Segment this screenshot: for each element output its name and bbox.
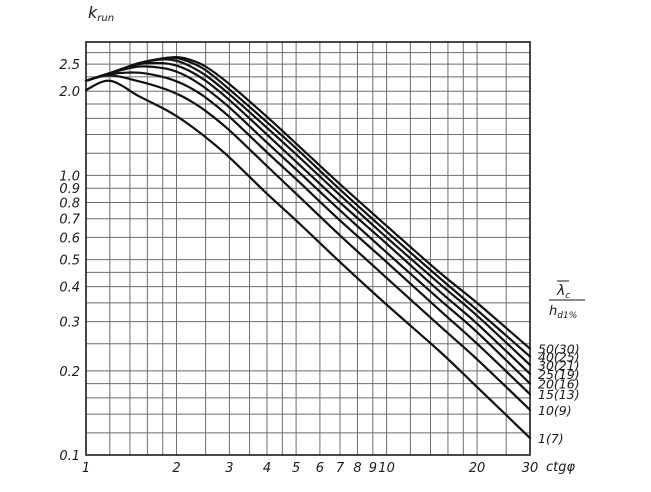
series-line: [84, 65, 532, 385]
x-tick-label: 8: [353, 461, 361, 476]
x-tick-label: 5: [292, 461, 300, 476]
series-label: 50(30): [538, 342, 580, 357]
y-tick-label: 0.1: [59, 449, 80, 464]
series-label: 20(16): [538, 377, 580, 392]
legend-title: λc hd1%: [549, 280, 585, 321]
x-tick-label: 2: [172, 461, 180, 476]
y-tick-label: 0.6: [59, 231, 80, 246]
x-axis-title: ctgφ: [546, 460, 575, 475]
series-label: 25(19): [538, 367, 580, 382]
series-line: [84, 61, 532, 376]
y-tick-label: 0.5: [59, 254, 80, 269]
y-tick-label: 0.9: [59, 182, 80, 197]
y-tick-label: 2.0: [59, 85, 80, 100]
y-tick-label: 0.7: [59, 213, 80, 228]
series-label: 40(25): [538, 350, 580, 365]
y-tick-label: 0.3: [59, 316, 80, 331]
curves: [84, 55, 532, 440]
series-label: 10(9): [538, 403, 572, 418]
y-tick-label: 0.8: [59, 196, 80, 211]
x-tick-label: 6: [316, 461, 324, 476]
y-tick-label: 2.5: [59, 58, 80, 73]
x-tick-label: 3: [225, 461, 233, 476]
series-label: 1(7): [538, 431, 564, 446]
y-tick-label: 0.2: [59, 365, 80, 380]
x-tick-label: 7: [336, 461, 345, 476]
x-tick-label: 30: [522, 461, 539, 476]
series-labels: 50(30)40(25)30(21)25(19)20(16)15(13)10(9…: [538, 342, 580, 446]
y-axis-title: krun: [88, 3, 114, 24]
x-tick-label: 20: [469, 461, 486, 476]
series-line: [84, 79, 532, 440]
y-tick-labels: 2.5 2.0 1.00.90.8 0.7 0.6 0.5 0.4 0.3 0.2 0.1: [59, 58, 80, 464]
x-tick-label: 1: [82, 461, 90, 476]
series-line: [84, 58, 532, 367]
x-tick-label: 9: [369, 461, 377, 476]
x-tick-label: 4: [263, 461, 271, 476]
legend-title-bottom: hd1%: [549, 304, 577, 321]
x-tick-labels: 1 2 3 4 5 6 7 8 9 10 20 30: [82, 461, 538, 476]
legend-title-top: λc: [556, 283, 570, 301]
y-tick-label: 1.0: [59, 169, 80, 184]
series-label: 30(21): [538, 358, 580, 373]
series-label: 15(13): [538, 387, 580, 402]
series-line: [84, 74, 532, 411]
series-line: [84, 71, 532, 396]
x-tick-label: 10: [378, 461, 395, 476]
plot-frame: [85, 41, 531, 456]
y-tick-label: 0.4: [59, 281, 80, 296]
